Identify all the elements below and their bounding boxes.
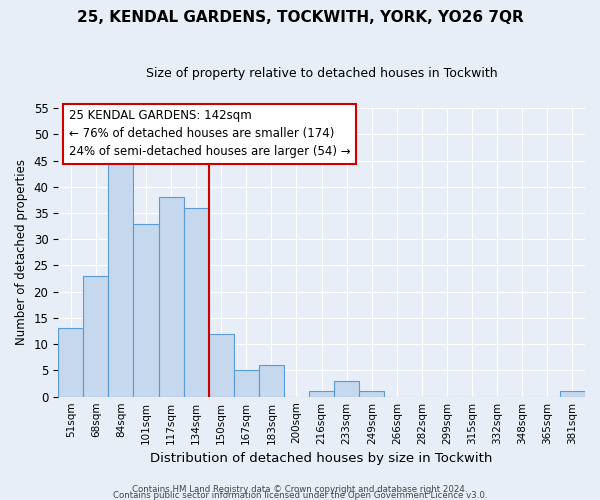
Title: Size of property relative to detached houses in Tockwith: Size of property relative to detached ho… (146, 68, 497, 80)
Text: Contains HM Land Registry data © Crown copyright and database right 2024.: Contains HM Land Registry data © Crown c… (132, 485, 468, 494)
Bar (560, 392, 585, 396)
X-axis label: Distribution of detached houses by size in Tockwith: Distribution of detached houses by size … (151, 452, 493, 465)
Bar (109, 160, 133, 396)
Bar (83, 276, 109, 396)
Text: 25, KENDAL GARDENS, TOCKWITH, YORK, YO26 7QR: 25, KENDAL GARDENS, TOCKWITH, YORK, YO26… (77, 10, 523, 25)
Bar (334, 381, 359, 396)
Bar (209, 334, 234, 396)
Bar (133, 224, 158, 396)
Bar (259, 365, 284, 396)
Bar (309, 392, 334, 396)
Text: Contains public sector information licensed under the Open Government Licence v3: Contains public sector information licen… (113, 491, 487, 500)
Bar (359, 392, 384, 396)
Y-axis label: Number of detached properties: Number of detached properties (15, 160, 28, 346)
Bar (184, 208, 209, 396)
Bar (234, 370, 259, 396)
Text: 25 KENDAL GARDENS: 142sqm
← 76% of detached houses are smaller (174)
24% of semi: 25 KENDAL GARDENS: 142sqm ← 76% of detac… (68, 110, 350, 158)
Bar (58, 328, 83, 396)
Bar (158, 198, 184, 396)
